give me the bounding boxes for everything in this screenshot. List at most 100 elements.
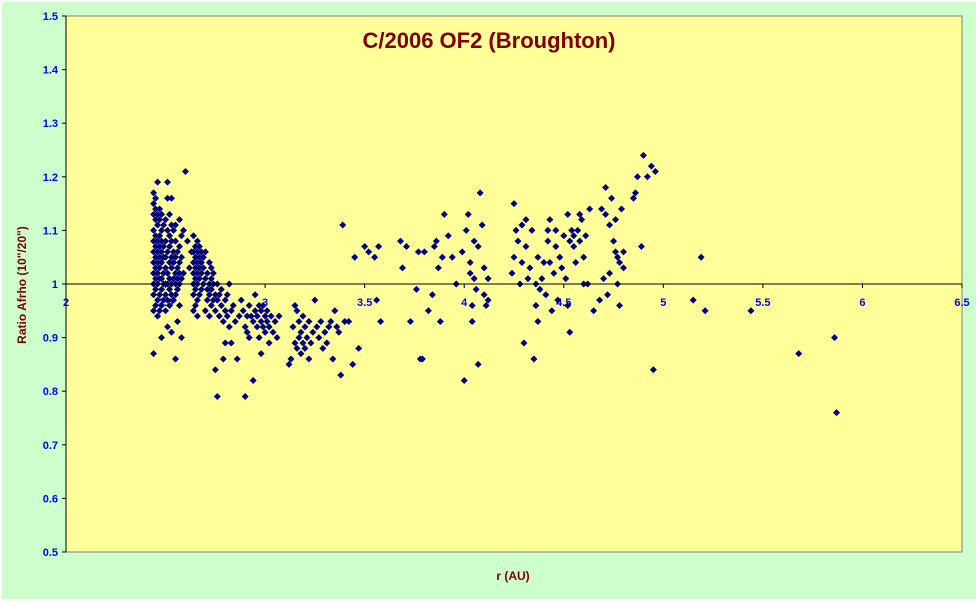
data-point (156, 205, 164, 213)
data-point (582, 232, 590, 240)
data-point (466, 259, 474, 267)
data-point (160, 296, 168, 304)
data-point (158, 259, 166, 267)
data-point (263, 307, 271, 315)
data-point (564, 301, 572, 309)
data-point (313, 323, 321, 331)
data-point (239, 307, 247, 315)
data-point (297, 350, 305, 358)
data-point (255, 301, 263, 309)
data-point (219, 318, 227, 326)
data-point (397, 237, 405, 245)
data-point (154, 178, 162, 186)
data-point (480, 291, 488, 299)
data-point (174, 264, 182, 272)
data-point (174, 248, 182, 256)
data-point (175, 301, 183, 309)
data-point (598, 205, 606, 213)
data-point (580, 253, 588, 261)
data-point (524, 275, 532, 283)
data-point (464, 210, 472, 218)
data-point (295, 334, 303, 342)
data-point (150, 210, 158, 218)
y-tick-label: 0.7 (43, 440, 58, 452)
data-point (697, 253, 705, 261)
data-point (150, 200, 158, 208)
data-point (522, 216, 530, 224)
data-point (470, 275, 478, 283)
data-point (211, 307, 219, 315)
data-point (295, 318, 303, 326)
data-point (175, 216, 183, 224)
data-point (620, 264, 628, 272)
data-point (606, 269, 614, 277)
data-point (181, 167, 189, 175)
data-point (287, 355, 295, 363)
data-point (526, 264, 534, 272)
data-point (162, 307, 170, 315)
data-point (193, 312, 201, 320)
data-point (468, 301, 476, 309)
data-point (177, 334, 185, 342)
data-point (540, 259, 548, 267)
y-tick-label: 1.3 (43, 118, 58, 130)
data-point (548, 307, 556, 315)
data-point (189, 269, 197, 277)
data-point (164, 269, 172, 277)
data-point (321, 328, 329, 336)
data-point (618, 205, 626, 213)
data-point (223, 291, 231, 299)
data-point (154, 221, 162, 229)
data-point (311, 296, 319, 304)
y-tick-label: 1.4 (43, 65, 59, 77)
data-point (556, 253, 564, 261)
data-point (193, 269, 201, 277)
data-point (432, 237, 440, 245)
data-point (257, 350, 265, 358)
data-point (265, 339, 273, 347)
data-point (616, 301, 624, 309)
data-point (297, 328, 305, 336)
data-point (355, 344, 363, 352)
data-point (219, 355, 227, 363)
data-point (231, 318, 239, 326)
data-point (331, 307, 339, 315)
data-point (480, 264, 488, 272)
data-point (158, 226, 166, 234)
data-point (168, 221, 176, 229)
data-point (616, 259, 624, 267)
data-point (518, 221, 526, 229)
y-tick-label: 0.8 (43, 386, 58, 398)
data-point (341, 318, 349, 326)
data-point (156, 242, 164, 250)
data-point (261, 328, 269, 336)
data-point (160, 242, 168, 250)
x-tick-label: 3.5 (357, 297, 372, 309)
data-point (179, 226, 187, 234)
data-point (207, 285, 215, 293)
data-point (168, 253, 176, 261)
data-markers (150, 151, 841, 417)
data-point (158, 301, 166, 309)
data-point (209, 296, 217, 304)
data-point (189, 248, 197, 256)
data-point (309, 328, 317, 336)
data-point (201, 307, 209, 315)
data-point (257, 307, 265, 315)
data-point (150, 291, 158, 299)
data-point (438, 253, 446, 261)
data-point (476, 189, 484, 197)
data-point (474, 360, 482, 368)
data-point (574, 226, 582, 234)
data-point (215, 291, 223, 299)
data-point (544, 226, 552, 234)
data-point (221, 339, 229, 347)
data-point (351, 253, 359, 261)
data-point (251, 307, 259, 315)
data-point (375, 242, 383, 250)
data-point (532, 301, 540, 309)
data-point (152, 216, 160, 224)
data-point (257, 318, 265, 326)
data-point (570, 242, 578, 250)
data-point (600, 275, 608, 283)
